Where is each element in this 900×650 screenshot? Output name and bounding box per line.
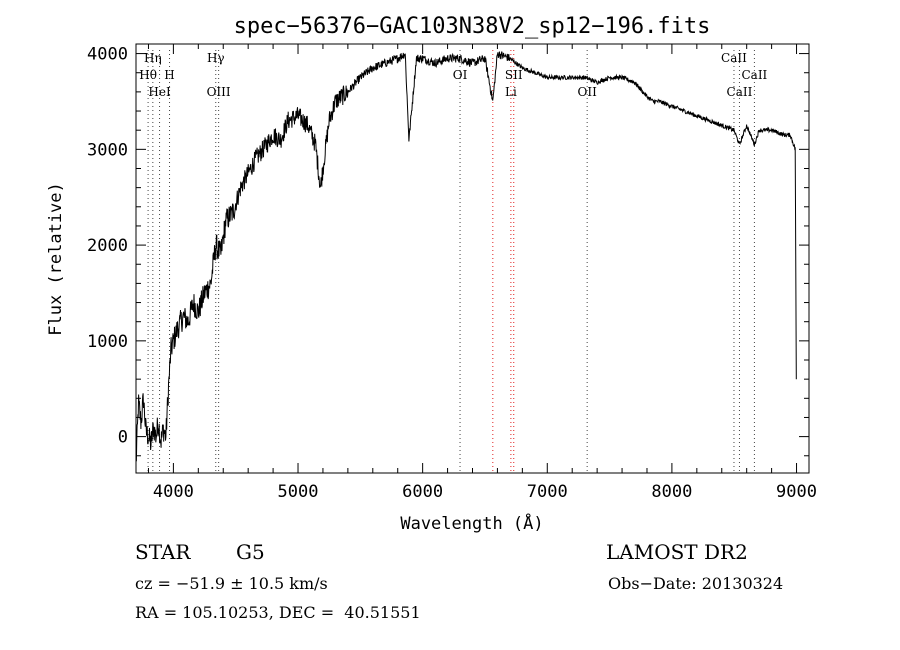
survey-label: LAMOST DR2 <box>606 540 748 564</box>
redshift-readout: cz = −51.9 ± 10.5 km/s <box>135 574 328 593</box>
line-label: HeI <box>148 85 171 99</box>
line-label: Li <box>505 85 517 99</box>
line-label: CaII <box>727 85 753 99</box>
y-tick-label: 0 <box>118 428 128 448</box>
line-label: OI <box>453 68 468 82</box>
x-tick-label: 4000 <box>153 482 194 502</box>
line-labels-group: Hη Hθ H HeI Hγ OIII OI SII Li OII CaII CaII CaII <box>139 51 767 99</box>
x-axis: 4000 5000 6000 7000 8000 9000 <box>147 44 817 502</box>
obs-date-readout: Obs−Date: 20130324 <box>608 574 784 593</box>
x-tick-label: 9000 <box>776 482 817 502</box>
x-axis-title: Wavelength (Å) <box>400 512 543 534</box>
line-label: Hη <box>144 51 162 65</box>
object-subclass: G5 <box>236 540 265 564</box>
y-axis-title: Flux (relative) <box>46 182 66 336</box>
object-class: STAR <box>135 540 191 564</box>
line-label: CaII <box>741 68 767 82</box>
line-label: OII <box>577 85 597 99</box>
y-tick-label: 4000 <box>87 45 128 65</box>
y-axis: 0 1000 2000 3000 4000 <box>87 45 809 457</box>
line-label: H <box>164 68 174 82</box>
line-label: OIII <box>207 85 231 99</box>
spectrum-series-line <box>135 51 797 462</box>
line-label: Hγ <box>207 51 225 65</box>
x-tick-label: 6000 <box>402 482 443 502</box>
x-tick-label: 8000 <box>651 482 692 502</box>
line-label: CaII <box>721 51 747 65</box>
y-tick-label: 3000 <box>87 140 128 160</box>
plot-frame <box>135 43 810 474</box>
coordinates-readout: RA = 105.10253, DEC = 40.51551 <box>135 603 421 622</box>
x-tick-label: 5000 <box>278 482 319 502</box>
chart-title: spec−56376−GAC103N38V2_sp12−196.fits <box>234 14 711 39</box>
marker-lines-group <box>147 50 755 473</box>
y-tick-label: 2000 <box>87 236 128 256</box>
line-label: SII <box>505 68 523 82</box>
y-tick-label: 1000 <box>87 332 128 352</box>
line-label: Hθ <box>139 68 157 82</box>
x-tick-label: 7000 <box>527 482 568 502</box>
